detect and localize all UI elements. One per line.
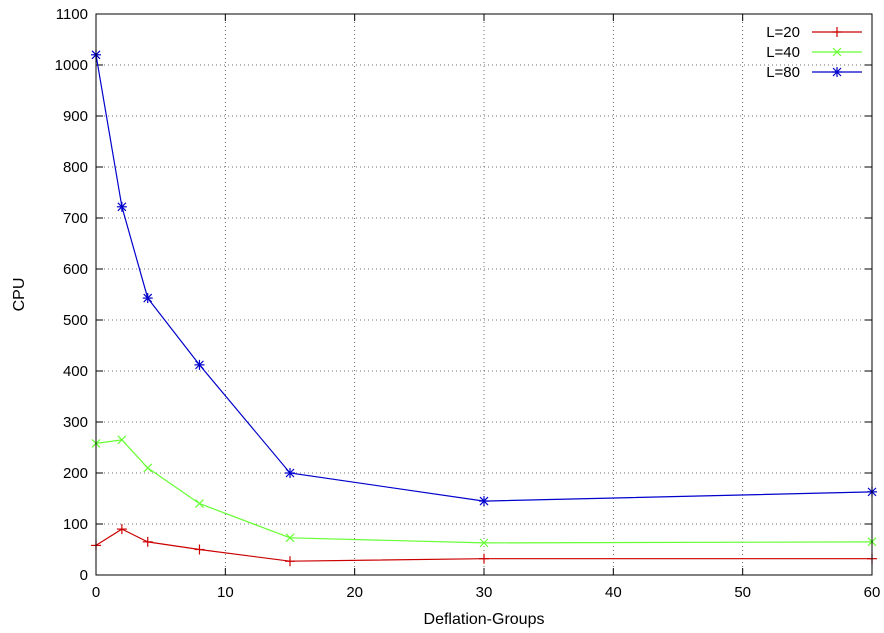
data-point <box>479 553 489 564</box>
data-point <box>832 27 842 37</box>
legend-entry: L=80 <box>766 64 862 81</box>
y-axis-title: CPU <box>11 278 28 312</box>
y-tick-label: 300 <box>63 414 88 431</box>
data-point <box>832 47 842 57</box>
x-tick-label: 50 <box>734 584 751 601</box>
data-point <box>832 67 842 77</box>
legend-label: L=40 <box>766 44 800 61</box>
y-tick-label: 200 <box>63 465 88 482</box>
data-point <box>285 533 295 543</box>
data-point <box>116 524 127 535</box>
data-point <box>285 468 295 478</box>
series-line <box>95 439 873 544</box>
plot-frame <box>95 13 873 576</box>
legend-label: L=80 <box>766 64 800 81</box>
data-point <box>142 293 153 304</box>
x-tick-label: 60 <box>864 584 881 601</box>
y-tick-label: 800 <box>63 159 88 176</box>
x-tick-label: 20 <box>346 584 363 601</box>
data-point <box>116 201 127 212</box>
data-point <box>117 435 127 445</box>
y-tick-label: 400 <box>63 363 88 380</box>
y-tick-label: 900 <box>63 108 88 125</box>
data-point <box>143 463 153 473</box>
legend: L=20 L=40 L=80 <box>766 24 862 81</box>
y-tick-label: 600 <box>63 261 88 278</box>
x-tick-label: 10 <box>217 584 234 601</box>
ticks: 0 100 200 300 400 500 600 700 800 900 1000 1100 0 10 2… <box>55 6 881 601</box>
y-tick-label: 500 <box>63 312 88 329</box>
y-tick-label: 100 <box>63 516 88 533</box>
data-point <box>194 544 205 555</box>
x-tick-label: 0 <box>92 584 100 601</box>
data-point <box>194 359 205 370</box>
data-point <box>479 496 489 507</box>
x-axis-title: Deflation-Groups <box>424 611 545 628</box>
y-tick-label: 0 <box>80 567 88 584</box>
legend-entry: L=20 <box>766 24 862 41</box>
legend-entry: L=40 <box>766 44 862 61</box>
x-tick-label: 40 <box>605 584 622 601</box>
x-tick-label: 30 <box>476 584 493 601</box>
y-tick-label: 1100 <box>56 6 88 23</box>
series-group <box>91 49 877 567</box>
legend-label: L=20 <box>766 24 800 41</box>
data-point <box>142 536 153 547</box>
data-point <box>479 538 489 548</box>
y-tick-label: 1000 <box>55 57 88 74</box>
data-point <box>285 556 295 567</box>
grid <box>96 14 872 575</box>
data-point <box>195 499 204 509</box>
y-tick-label: 700 <box>63 210 88 227</box>
